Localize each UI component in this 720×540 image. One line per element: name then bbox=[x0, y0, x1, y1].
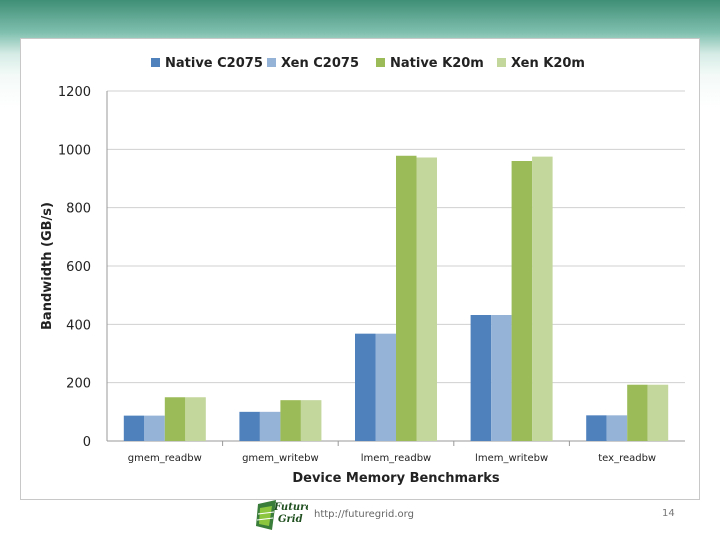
bar-lmem_writebw-xen-c2075 bbox=[491, 315, 512, 441]
y-tick-label: 1200 bbox=[58, 85, 91, 100]
x-tick-label: gmem_readbw bbox=[128, 453, 202, 464]
legend-label: Native C2075 bbox=[165, 56, 263, 71]
y-tick-label: 400 bbox=[66, 318, 91, 333]
chart-frame: 0 200 400 600 800 1000 1200 gmem_readbw gmem_wri… bbox=[20, 38, 700, 500]
bar-tex_readbw-native-k20m bbox=[627, 384, 648, 441]
bar-gmem_writebw-xen-k20m bbox=[300, 400, 322, 441]
legend-label: Xen C2075 bbox=[281, 56, 359, 71]
bar-lmem_readbw-native-k20m bbox=[396, 155, 417, 441]
bar-lmem_readbw-xen-c2075 bbox=[375, 333, 396, 441]
footer-url[interactable]: http://futuregrid.org bbox=[314, 509, 414, 520]
bar-lmem_writebw-native-k20m bbox=[511, 161, 533, 441]
bar-chart: 0 200 400 600 800 1000 1200 gmem_readbw gmem_wri… bbox=[40, 56, 685, 486]
y-axis-label: Bandwidth (GB/s) bbox=[40, 202, 55, 330]
bar-gmem_readbw-xen-c2075 bbox=[144, 415, 165, 441]
legend-swatch bbox=[151, 58, 160, 67]
y-tick-label: 600 bbox=[66, 260, 91, 275]
bar-lmem_readbw-xen-k20m bbox=[416, 157, 437, 441]
bar-tex_readbw-xen-k20m bbox=[647, 384, 669, 441]
bar-gmem_writebw-xen-c2075 bbox=[259, 411, 281, 441]
x-axis-label: Device Memory Benchmarks bbox=[292, 471, 500, 486]
legend-swatch bbox=[267, 58, 276, 67]
bar-lmem_readbw-native-c2075 bbox=[355, 333, 376, 441]
legend-swatch bbox=[497, 58, 506, 67]
legend-label: Native K20m bbox=[390, 56, 484, 71]
bar-gmem_writebw-native-c2075 bbox=[239, 411, 260, 441]
x-tick-label: gmem_writebw bbox=[242, 453, 319, 464]
y-tick-label: 200 bbox=[66, 377, 91, 392]
y-tick-label: 1000 bbox=[58, 143, 91, 158]
y-tick-label: 0 bbox=[83, 435, 91, 450]
logo-text-line1: Future bbox=[273, 502, 308, 513]
x-tick-label: tex_readbw bbox=[598, 453, 656, 464]
bar-lmem_writebw-native-c2075 bbox=[470, 315, 492, 441]
bar-gmem_writebw-native-k20m bbox=[280, 400, 301, 441]
legend-swatch bbox=[376, 58, 385, 67]
bar-tex_readbw-native-c2075 bbox=[586, 415, 607, 441]
bar-tex_readbw-xen-c2075 bbox=[606, 415, 628, 441]
legend-label: Xen K20m bbox=[511, 56, 585, 71]
x-tick-label: lmem_readbw bbox=[361, 453, 431, 464]
x-tick-label: lmem_writebw bbox=[475, 453, 548, 464]
bar-gmem_readbw-native-k20m bbox=[164, 397, 186, 441]
bar-gmem_readbw-xen-k20m bbox=[185, 397, 206, 441]
page-number: 14 bbox=[662, 508, 675, 519]
y-tick-label: 800 bbox=[66, 202, 91, 217]
logo-text-line2: Grid bbox=[278, 514, 303, 525]
bar-gmem_readbw-native-c2075 bbox=[123, 415, 145, 441]
bar-lmem_writebw-xen-k20m bbox=[532, 156, 553, 441]
futuregrid-logo-icon: Future Grid bbox=[254, 496, 312, 534]
